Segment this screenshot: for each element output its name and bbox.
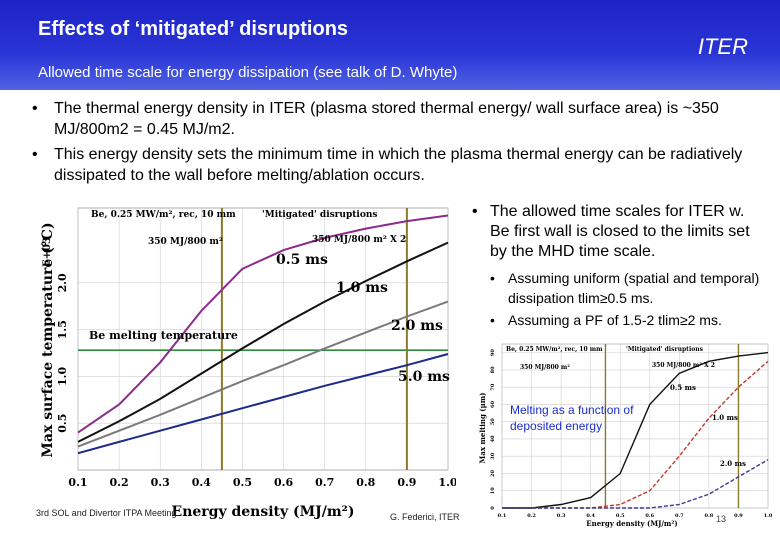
x-tick-label: 0.9 xyxy=(734,513,743,519)
x-tick-label: 0.3 xyxy=(557,513,566,519)
melt-label: Be melting temperature xyxy=(89,329,238,342)
y-tick-label: 80 xyxy=(490,366,496,373)
melting-annotation: Melting as a function of deposited energ… xyxy=(510,403,634,433)
series-line-1-0-ms xyxy=(77,241,449,443)
x-tick-label: 0.8 xyxy=(705,513,714,519)
x-tick-labels: 0.1 0.2 0.3 0.4 0.5 0.6 0.7 0.8 0.9 1.0 xyxy=(68,476,457,489)
y-tick-labels: 0 10 20 30 40 50 60 70 80 90 xyxy=(490,349,496,510)
footer-meeting: 3rd SOL and Divertor ITPA Meeting xyxy=(36,508,177,518)
y-axis-label: Max surface temperature (°C) xyxy=(40,222,56,457)
sub-bullet-item: Assuming uniform (spatial and temporal) … xyxy=(488,268,778,308)
temperature-chart-svg: Be, 0.25 MW/m², rec, 10 mm 'Mitigated' d… xyxy=(40,207,458,520)
x-tick-label: 0.2 xyxy=(110,476,129,489)
chart-header-left: Be, 0.25 MW/m², rec, 10 mm xyxy=(506,346,603,353)
sub-bullet-item: Assuming a PF of 1.5-2 tlim≥2 ms. xyxy=(488,310,778,330)
series-line-5-0-ms xyxy=(77,353,449,455)
label-350x2: 350 MJ/800 m² X 2 xyxy=(312,235,406,245)
series-line-0-5-ms xyxy=(502,351,769,509)
annotation-box: Melting as a function of deposited energ… xyxy=(510,403,634,433)
slide-title: Effects of ‘mitigated’ disruptions xyxy=(38,18,349,40)
x-tick-label: 0.7 xyxy=(675,513,684,519)
series-line-2-0-ms xyxy=(502,459,769,509)
series-label-1-0ms: 1.0 ms xyxy=(712,413,738,422)
right-bullets: The allowed time scales for ITER w. Be f… xyxy=(470,202,760,266)
x-tick-label: 0.4 xyxy=(192,476,211,489)
x-tick-label: 0.2 xyxy=(527,513,536,519)
series-label-5-0ms-text: 5.0 ms xyxy=(398,369,450,385)
series-label-0-5ms: 0.5 ms xyxy=(276,252,328,268)
y-tick-label: 1.0 xyxy=(56,367,69,386)
chart-header-left: Be, 0.25 MW/m², rec, 10 mm xyxy=(91,210,236,220)
main-bullets: The thermal energy density in ITER (plas… xyxy=(30,98,750,190)
x-tick-label: 0.6 xyxy=(274,476,293,489)
y-axis-label: Max melting (µm) xyxy=(478,393,487,464)
plot-area xyxy=(501,343,769,509)
x-tick-label: 0.7 xyxy=(315,476,334,489)
iter-label: ITER xyxy=(697,34,748,59)
y-tick-labels: 0.5 1.0 1.5 2.0 xyxy=(56,273,69,433)
x-tick-label: 1.0 xyxy=(764,513,772,519)
chart-header-right: 'Mitigated' disruptions xyxy=(626,346,704,353)
series-lines xyxy=(77,208,449,470)
footer-author: G. Federici, ITER xyxy=(390,512,460,522)
y-tick-label: 0.5 xyxy=(56,414,69,433)
y-tick-label: 1.5 xyxy=(56,320,69,339)
temperature-chart: Be, 0.25 MW/m², rec, 10 mm 'Mitigated' d… xyxy=(36,200,458,528)
series-line-0-5-ms xyxy=(77,214,449,434)
x-tick-label: 0.8 xyxy=(356,476,375,489)
x-tick-label: 0.3 xyxy=(151,476,170,489)
slide-subtitle: Allowed time scale for energy dissipatio… xyxy=(38,64,458,81)
series-label-2-0ms: 2.0 ms xyxy=(720,459,746,468)
y-tick-label: 30 xyxy=(490,452,496,459)
series-line-2-0-ms xyxy=(77,300,449,448)
plot-area xyxy=(77,207,449,471)
melting-chart-svg: Be, 0.25 MW/m², rec, 10 mm 'Mitigated' d… xyxy=(478,343,773,528)
x-tick-label: 1.0 xyxy=(438,476,456,489)
bullet-item: The allowed time scales for ITER w. Be f… xyxy=(470,202,760,262)
x-tick-label: 0.5 xyxy=(616,513,625,519)
page-number: 13 xyxy=(716,514,727,524)
series-label-0-5ms: 0.5 ms xyxy=(670,383,696,392)
x-tick-label: 0.1 xyxy=(498,513,507,519)
y-tick-label: 0 xyxy=(490,506,496,510)
series-label-2-0ms: 2.0 ms xyxy=(391,318,443,334)
bullet-item: The thermal energy density in ITER (plas… xyxy=(30,98,750,140)
y-tick-label: 10 xyxy=(490,487,496,494)
chart-header-right: 'Mitigated' disruptions xyxy=(262,210,377,220)
series-lines xyxy=(502,344,769,509)
label-350: 350 MJ/800 m² xyxy=(148,237,223,247)
slide-header: Effects of ‘mitigated’ disruptions Allow… xyxy=(0,0,780,90)
series-label-1-0ms: 1.0 ms xyxy=(336,280,388,296)
label-350: 350 MJ/800 m² xyxy=(520,364,570,371)
y-tick-label: 2.0 xyxy=(56,273,69,292)
y-tick-label: 90 xyxy=(490,349,496,356)
bullet-item: This energy density sets the minimum tim… xyxy=(30,144,750,186)
x-tick-label: 0.5 xyxy=(233,476,252,489)
y-tick-label: 40 xyxy=(490,435,496,442)
x-tick-label: 0.4 xyxy=(586,513,595,519)
melting-chart: Be, 0.25 MW/m², rec, 10 mm 'Mitigated' d… xyxy=(476,338,773,532)
x-tick-label: 0.1 xyxy=(68,476,87,489)
x-tick-label: 0.6 xyxy=(645,513,654,519)
x-tick-labels: 0.1 0.2 0.3 0.4 0.5 0.6 0.7 0.8 0.9 1.0 xyxy=(498,513,773,519)
y-tick-label: 20 xyxy=(490,469,496,476)
y-tick-label: 50 xyxy=(490,418,496,425)
x-axis-label: Energy density (MJ/m²) xyxy=(172,504,355,520)
label-350x2: 350 MJ/800 m² X 2 xyxy=(652,362,715,369)
y-axis-exponent: E+03 xyxy=(42,237,53,267)
x-tick-label: 0.9 xyxy=(397,476,416,489)
sub-bullets: Assuming uniform (spatial and temporal) … xyxy=(488,268,778,332)
x-axis-label: Energy density (MJ/m²) xyxy=(586,519,677,528)
y-tick-label: 60 xyxy=(490,400,496,407)
y-tick-label: 70 xyxy=(490,383,496,390)
